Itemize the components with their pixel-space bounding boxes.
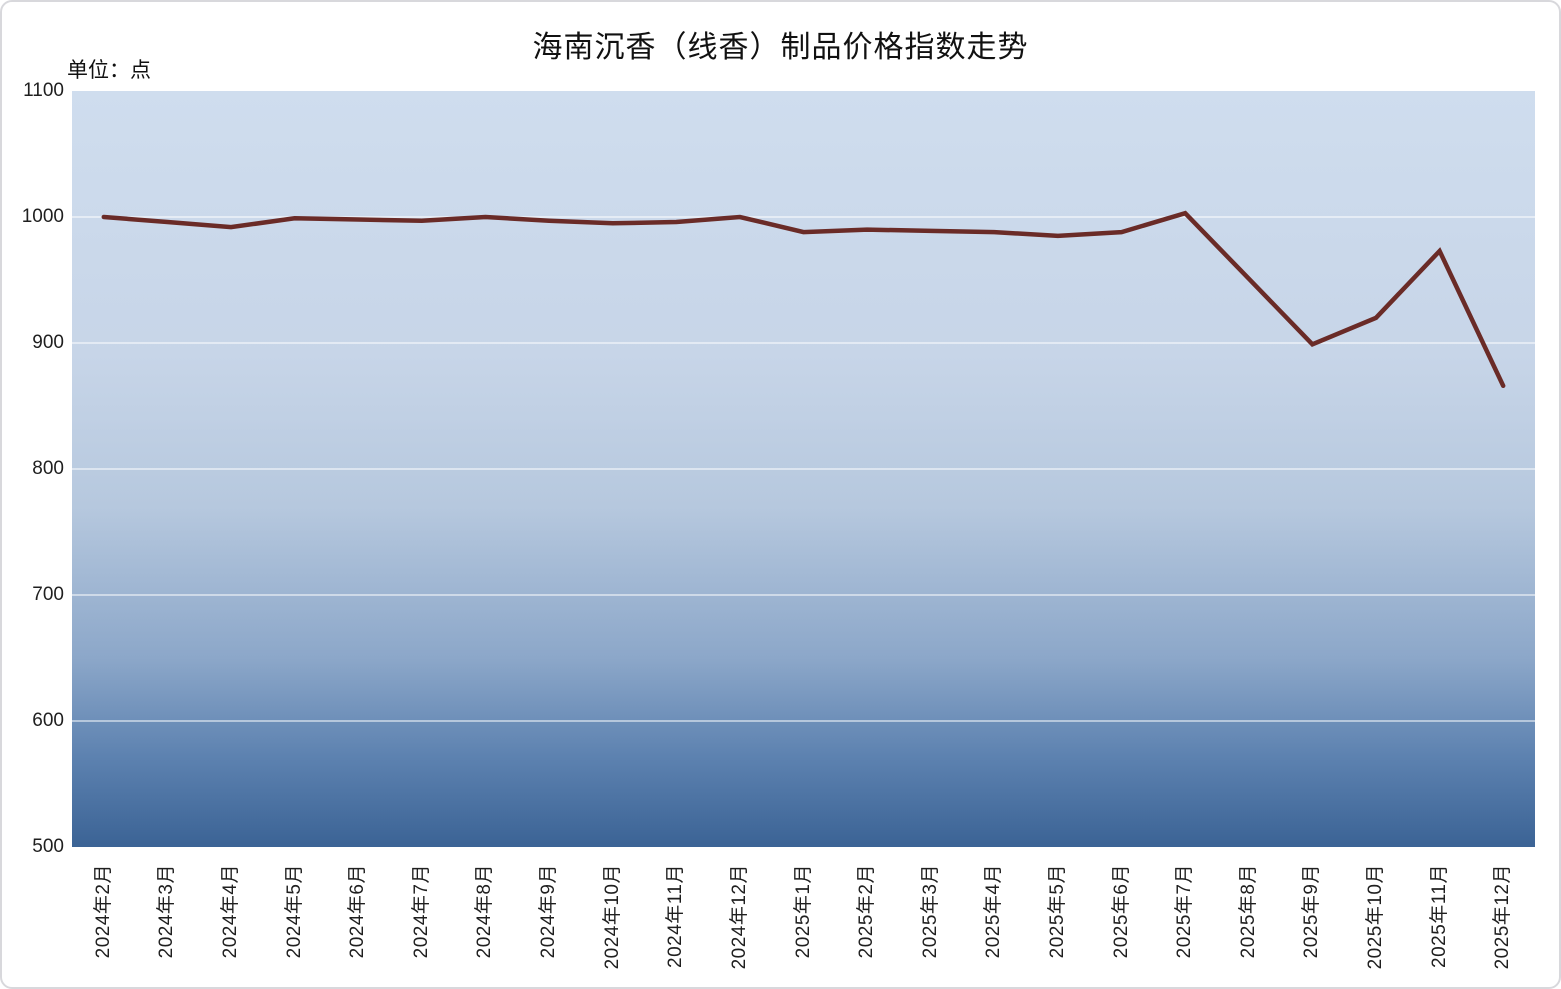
x-tick-label: 2025年1月 [792, 864, 814, 959]
y-tick-label: 1000 [21, 206, 64, 227]
plot-area [72, 91, 1535, 847]
price-index-line [101, 210, 1506, 389]
x-tick-label: 2024年12月 [728, 864, 750, 970]
x-tick-label: 2025年11月 [1428, 864, 1450, 968]
y-tick-label: 700 [32, 584, 64, 605]
x-tick-label: 2025年7月 [1174, 864, 1196, 959]
y-tick-label: 600 [32, 710, 64, 731]
x-tick-label: 2025年8月 [1237, 864, 1259, 959]
y-tick-label: 800 [32, 458, 64, 479]
x-tick-label: 2025年6月 [1110, 864, 1132, 959]
x-tick-label: 2025年12月 [1492, 864, 1514, 970]
x-tick-label: 2025年4月 [983, 864, 1005, 959]
x-tick-label: 2024年6月 [347, 864, 369, 959]
x-tick-label: 2024年10月 [601, 864, 623, 970]
x-tick-label: 2024年7月 [410, 864, 432, 959]
x-tick-label: 2024年11月 [665, 864, 687, 968]
x-tick-label: 2024年9月 [538, 864, 560, 959]
y-tick-label: 500 [32, 836, 64, 857]
y-tick-label: 1100 [23, 80, 64, 101]
x-tick-label: 2024年8月 [474, 864, 496, 959]
x-tick-label: 2024年2月 [92, 864, 114, 959]
x-tick-label: 2025年2月 [856, 864, 878, 959]
line-series-svg [72, 210, 1535, 722]
chart-title: 海南沉香（线香）制品价格指数走势 [532, 30, 1029, 65]
x-tick-label: 2024年4月 [220, 864, 242, 959]
x-tick-label: 2025年3月 [919, 864, 941, 959]
y-tick-label: 900 [32, 332, 64, 353]
x-tick-label: 2025年9月 [1301, 864, 1323, 959]
y-axis-unit-label: 单位：点 [67, 58, 151, 82]
x-tick-label: 2024年5月 [283, 864, 305, 959]
x-tick-label: 2024年3月 [156, 864, 178, 959]
x-tick-label: 2025年5月 [1046, 864, 1068, 959]
x-tick-label: 2025年10月 [1364, 864, 1386, 970]
